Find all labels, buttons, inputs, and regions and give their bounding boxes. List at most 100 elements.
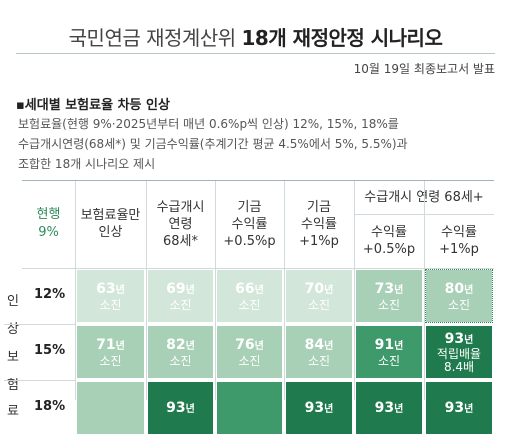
side-label-char: 상 bbox=[7, 322, 19, 337]
status-text: 소진 bbox=[377, 297, 401, 312]
depletion-year: 71년 bbox=[96, 337, 125, 354]
status-text: 소진 bbox=[307, 353, 331, 368]
column-header-3: 기금 수익률 +0.5%p bbox=[215, 180, 284, 268]
status-text: 소진 bbox=[447, 297, 471, 312]
year-value: 70 bbox=[304, 280, 325, 297]
title-normal: 국민연금 재정계산위 bbox=[68, 26, 242, 50]
status-text: 소진 bbox=[377, 353, 401, 368]
column-header-line: +0.5%p bbox=[223, 233, 276, 249]
year-value: 91 bbox=[374, 336, 395, 353]
scenario-cell: 76년 소진 bbox=[217, 326, 282, 378]
column-header-line: 보험료율만 bbox=[80, 208, 141, 223]
side-label-char: 료 bbox=[7, 404, 19, 419]
scenario-cell: 70년 소진 bbox=[286, 270, 352, 322]
grid-line bbox=[75, 180, 76, 400]
grid-line bbox=[354, 180, 355, 400]
scenario-cell bbox=[217, 382, 282, 434]
depletion-year: 91년 bbox=[375, 337, 404, 354]
scenario-cell: 93년 bbox=[426, 382, 492, 434]
year-value: 93 bbox=[166, 399, 186, 416]
column-header-line: +1%p bbox=[299, 233, 339, 249]
column-header-line: 수익률 bbox=[441, 225, 477, 240]
scenario-cell: 73년 소진 bbox=[356, 270, 422, 322]
column-header-line: 수익률 bbox=[231, 216, 268, 232]
year-unit: 년 bbox=[324, 284, 334, 296]
column-header-line: 68세* bbox=[162, 233, 198, 249]
depletion-year: 80년 bbox=[445, 281, 474, 298]
year-unit: 년 bbox=[394, 403, 404, 415]
column-header-line: +0.5%p bbox=[362, 242, 416, 257]
scenario-cell: 93년 적립배율 8.4배 bbox=[426, 326, 492, 378]
depletion-year: 73년 bbox=[375, 281, 404, 298]
scenario-cell: 71년 소진 bbox=[77, 326, 144, 378]
column-header-6: 수익률 +1%p bbox=[424, 214, 494, 268]
year-value: 71 bbox=[96, 336, 116, 353]
scenario-cell: 66년 소진 bbox=[217, 270, 282, 322]
description: 보험료율(현행 9%·2025년부터 매년 0.6%p씩 인상) 12%, 15… bbox=[18, 114, 408, 174]
scenario-cell: 84년 소진 bbox=[286, 326, 352, 378]
grid-line bbox=[284, 180, 285, 400]
scenario-cell: 82년 소진 bbox=[148, 326, 213, 378]
column-header-4: 기금 수익률 +1%p bbox=[284, 180, 354, 268]
description-line: 조합한 18개 시나리오 제시 bbox=[18, 157, 156, 171]
column-header-line: 수익률 bbox=[371, 225, 407, 240]
scenario-cell: 93년 bbox=[148, 382, 213, 434]
column-header-line: +1%p bbox=[439, 242, 479, 257]
row-label: 18% bbox=[34, 399, 66, 414]
grid-line bbox=[22, 180, 494, 181]
scenario-cell: 93년 bbox=[286, 382, 352, 434]
column-header-line: 기금 bbox=[307, 199, 331, 215]
year-value: 93 bbox=[304, 399, 325, 416]
depletion-year: 63년 bbox=[96, 281, 125, 298]
depletion-year: 93년 bbox=[305, 400, 334, 417]
year-unit: 년 bbox=[464, 284, 474, 296]
grid-line bbox=[215, 180, 216, 400]
row-label: 12% bbox=[34, 287, 66, 302]
year-unit: 년 bbox=[185, 284, 195, 296]
side-label-char: 험 bbox=[7, 378, 19, 393]
group-header: 수급개시 연령 68세+ bbox=[354, 180, 494, 214]
status-text: 소진 bbox=[99, 297, 122, 312]
year-unit: 년 bbox=[324, 340, 334, 352]
column-header-line: 인상 bbox=[98, 225, 123, 240]
year-value: 73 bbox=[374, 280, 395, 297]
status-text: 소진 bbox=[99, 353, 122, 368]
depletion-year: 84년 bbox=[305, 337, 334, 354]
year-unit: 년 bbox=[394, 340, 404, 352]
current-rate-label: 9% bbox=[38, 225, 59, 240]
title-bold: 18개 재정안정 시나리오 bbox=[241, 26, 443, 50]
description-line: 수급개시연령(68세*) 및 기금수익률(추계기간 평균 4.5%에서 5%, … bbox=[18, 137, 408, 151]
scenario-cell: 63년 소진 bbox=[77, 270, 144, 322]
depletion-year: 76년 bbox=[235, 337, 264, 354]
column-header-line: 연령 bbox=[168, 216, 193, 232]
scenario-cell: 80년 소진 bbox=[425, 269, 493, 323]
grid-line bbox=[424, 180, 425, 400]
year-unit: 년 bbox=[464, 334, 474, 346]
title-divider bbox=[16, 53, 495, 54]
year-unit: 년 bbox=[115, 340, 125, 352]
column-header-line: 수익률 bbox=[301, 216, 337, 232]
depletion-year: 70년 bbox=[305, 281, 334, 298]
status-text: 소진 bbox=[169, 297, 192, 312]
year-value: 93 bbox=[374, 399, 395, 416]
section-title: ▪세대별 보험료율 차등 인상 bbox=[16, 98, 170, 113]
side-label-char: 보 bbox=[7, 350, 19, 365]
scenario-cell: 91년 소진 bbox=[356, 326, 422, 378]
grid-line bbox=[4, 324, 75, 325]
status-text: 적립배율 8.4배 bbox=[436, 346, 482, 374]
depletion-year: 93년 bbox=[375, 400, 404, 417]
grid-line bbox=[22, 268, 494, 269]
row-label: 15% bbox=[34, 343, 66, 358]
depletion-year: 93년 bbox=[445, 400, 474, 417]
column-header-2: 수급개시 연령 68세* bbox=[146, 180, 215, 268]
depletion-year: 66년 bbox=[235, 281, 264, 298]
year-value: 76 bbox=[235, 336, 255, 353]
column-header-line: 기금 bbox=[237, 199, 262, 215]
column-header-line: 수급개시 bbox=[156, 199, 205, 215]
year-value: 66 bbox=[235, 280, 255, 297]
year-unit: 년 bbox=[115, 284, 125, 296]
grid-line bbox=[354, 214, 494, 215]
year-value: 93 bbox=[444, 399, 465, 416]
grid-line bbox=[4, 380, 75, 381]
